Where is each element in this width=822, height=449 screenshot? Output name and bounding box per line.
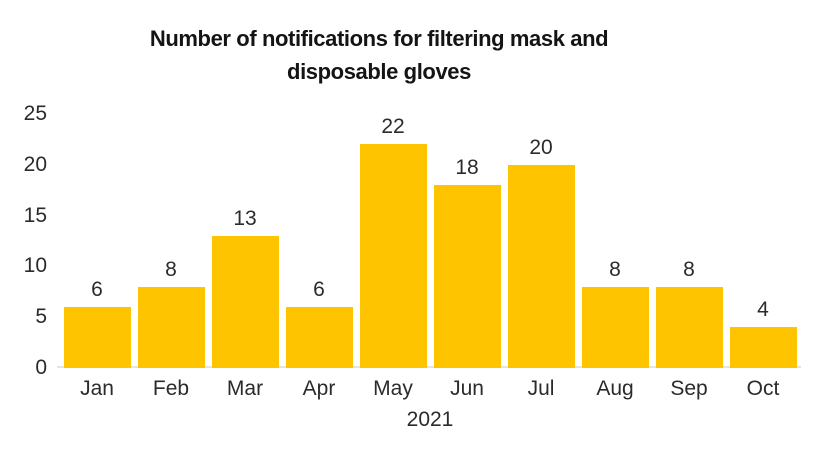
bar-value-label-aug: 8 <box>609 257 621 281</box>
bar-feb <box>137 286 205 368</box>
y-tick-label-15: 15 <box>23 203 47 227</box>
x-tick-label-jul: Jul <box>527 377 555 400</box>
y-tick-label-5: 5 <box>35 305 47 329</box>
x-axis-baseline <box>57 366 801 368</box>
x-axis-year-label: 2021 <box>406 408 454 431</box>
bar-apr <box>285 307 353 368</box>
bar-jan <box>63 307 131 368</box>
bar-value-label-jun: 18 <box>455 156 479 180</box>
chart-title: Number of notifications for filtering ma… <box>0 22 758 88</box>
bar-jul <box>507 164 575 368</box>
chart-title-line-2: disposable gloves <box>287 59 471 84</box>
bar-value-label-oct: 4 <box>757 298 769 322</box>
bar-value-label-jan: 6 <box>91 278 103 302</box>
bar-value-label-feb: 8 <box>165 257 177 281</box>
bar-value-label-apr: 6 <box>313 278 325 302</box>
bar-sep <box>655 286 723 368</box>
bar-oct <box>729 327 797 368</box>
x-tick-label-feb: Feb <box>152 377 190 400</box>
bar-jun <box>433 185 501 368</box>
y-tick-label-0: 0 <box>35 356 47 379</box>
x-tick-label-oct: Oct <box>746 377 780 400</box>
bar-mar <box>211 235 279 368</box>
x-tick-label-aug: Aug <box>596 377 634 400</box>
plot-area: 6 8 13 6 22 18 20 8 8 4 <box>60 0 800 368</box>
bar-value-label-sep: 8 <box>683 257 695 281</box>
y-tick-label-10: 10 <box>23 254 47 278</box>
x-tick-label-sep: Sep <box>670 377 708 400</box>
bar-may <box>359 144 427 368</box>
y-tick-label-25: 25 <box>23 102 47 125</box>
bar-value-label-mar: 13 <box>233 206 257 230</box>
x-tick-label-mar: Mar <box>226 377 264 400</box>
y-tick-label-20: 20 <box>23 152 47 176</box>
bar-aug <box>581 286 649 368</box>
x-tick-label-jun: Jun <box>450 377 484 400</box>
x-tick-label-apr: Apr <box>302 377 336 400</box>
bar-value-label-jul: 20 <box>529 135 553 159</box>
x-tick-label-jan: Jan <box>80 377 114 400</box>
x-axis-month-labels: Jan Feb Mar Apr May Jun Jul Aug Sep Oct <box>60 378 800 400</box>
bar-value-label-may: 22 <box>381 115 405 139</box>
x-tick-label-may: May <box>373 377 413 400</box>
chart-title-line-1: Number of notifications for filtering ma… <box>149 26 609 51</box>
